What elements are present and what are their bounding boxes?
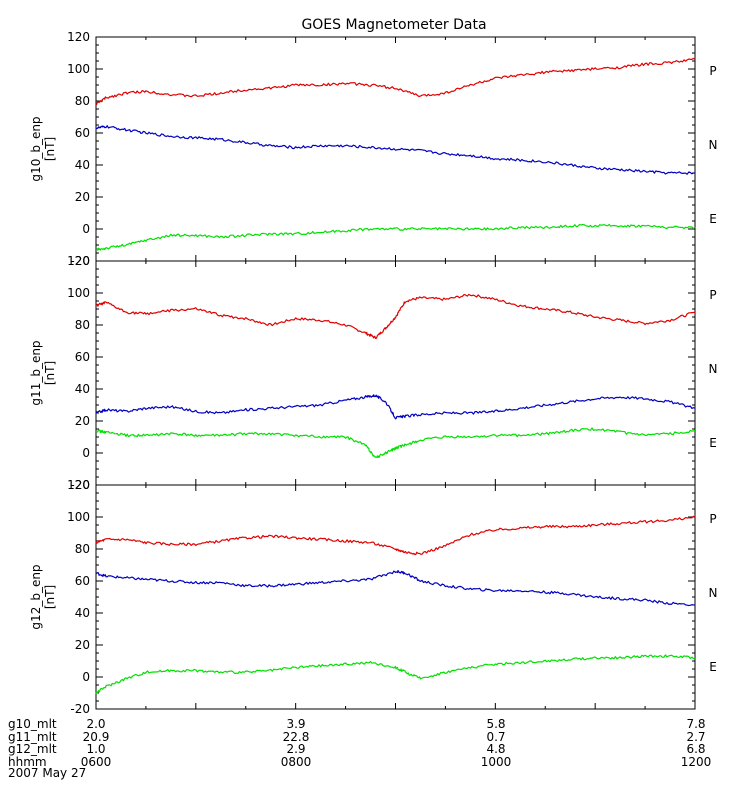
y-axis-label: g10_b_enp (29, 116, 43, 181)
panel-1: -20 0 20 40 60 80 100 120 g10_b_enp [nT] P N E (29, 30, 717, 268)
footer-row-value: 6.8 (686, 742, 706, 756)
footer-row-label: g11_mlt (8, 729, 57, 744)
y-tick-label: -20 (70, 702, 90, 716)
footer-row-value: 4.8 (486, 742, 506, 756)
y-tick-label: 0 (82, 446, 90, 460)
y-tick-label: 0 (82, 670, 90, 684)
legend-label-e: E (709, 436, 717, 450)
panel-2: -20 0 20 40 60 80 100 120 g11_b_enp [nT] P N E (29, 254, 717, 492)
y-tick-label: 60 (75, 350, 90, 364)
footer-row-value: 0600 (80, 754, 112, 769)
footer-row-label: g12_mlt (8, 742, 57, 756)
y-tick-label: 40 (75, 382, 90, 396)
y-tick-label: 20 (75, 414, 90, 428)
series-line-n (95, 394, 696, 420)
footer-row-value: 1000 (480, 754, 512, 769)
y-tick-label: 100 (67, 62, 90, 76)
footer-row-value: 20.9 (82, 729, 110, 744)
legend-label-p: P (709, 288, 716, 302)
footer-row-value: 2.0 (86, 717, 106, 731)
y-tick-label: 20 (75, 638, 90, 652)
y-axis-label: g11_b_enp (29, 340, 43, 405)
legend-label-n: N (709, 362, 718, 376)
y-axis-unit: [nT] (43, 585, 57, 609)
footer-row-value: 7.8 (686, 717, 706, 731)
y-tick-label: 120 (67, 30, 90, 44)
legend-label-e: E (709, 660, 717, 674)
footer-row-value: 1.0 (86, 742, 106, 756)
footer-row-value: 0.7 (486, 729, 506, 744)
chart-title: GOES Magnetometer Data (301, 17, 486, 33)
legend-label-p: P (709, 64, 716, 78)
y-tick-label: 0 (82, 222, 90, 236)
series-line-p (95, 293, 696, 339)
y-axis-label: g12_b_enp (29, 564, 43, 629)
date-text: 2007 May 27 (8, 766, 87, 780)
y-tick-label: 60 (75, 126, 90, 140)
series-line-e (95, 654, 696, 694)
panel-frame (95, 260, 696, 486)
y-tick-label: 40 (75, 158, 90, 172)
y-tick-label: 80 (75, 542, 90, 556)
legend-label-n: N (709, 586, 718, 600)
legend-label-n: N (709, 138, 718, 152)
series-line-p (95, 515, 696, 556)
panel-frame (95, 36, 696, 262)
footer-row-value: 2.9 (286, 742, 306, 756)
y-axis-unit: [nT] (43, 361, 57, 385)
series-line-p (95, 57, 696, 106)
series-line-n (95, 569, 696, 607)
series-line-e (95, 223, 696, 251)
footer-row-value: 2.7 (686, 729, 706, 744)
panel-3: -20 0 20 40 60 80 100 120 g12_b_enp [nT] P N E (29, 478, 717, 716)
footer-row-value: 5.8 (486, 717, 506, 731)
footer-row-value: 1200 (680, 754, 712, 769)
y-tick-label: 60 (75, 574, 90, 588)
y-tick-label: 100 (67, 510, 90, 524)
footer-row-value: 0800 (280, 754, 312, 769)
y-tick-label: 100 (67, 286, 90, 300)
y-tick-label: -20 (70, 478, 90, 492)
y-tick-label: 80 (75, 94, 90, 108)
y-tick-label: -20 (70, 254, 90, 268)
footer-row-label: g10_mlt (8, 717, 57, 731)
series-line-n (95, 125, 695, 175)
y-tick-label: 120 (67, 254, 90, 268)
panel-frame (95, 484, 696, 710)
footer-row-label: hhmm (8, 754, 47, 769)
legend-label-p: P (709, 512, 716, 526)
y-tick-label: 20 (75, 190, 90, 204)
y-tick-label: 40 (75, 606, 90, 620)
legend-label-e: E (709, 212, 717, 226)
y-axis-unit: [nT] (43, 137, 57, 161)
footer-row-value: 3.9 (286, 717, 306, 731)
y-tick-label: 120 (67, 478, 90, 492)
series-line-e (95, 427, 696, 459)
y-tick-label: 80 (75, 318, 90, 332)
footer-row-value: 22.8 (282, 729, 310, 744)
